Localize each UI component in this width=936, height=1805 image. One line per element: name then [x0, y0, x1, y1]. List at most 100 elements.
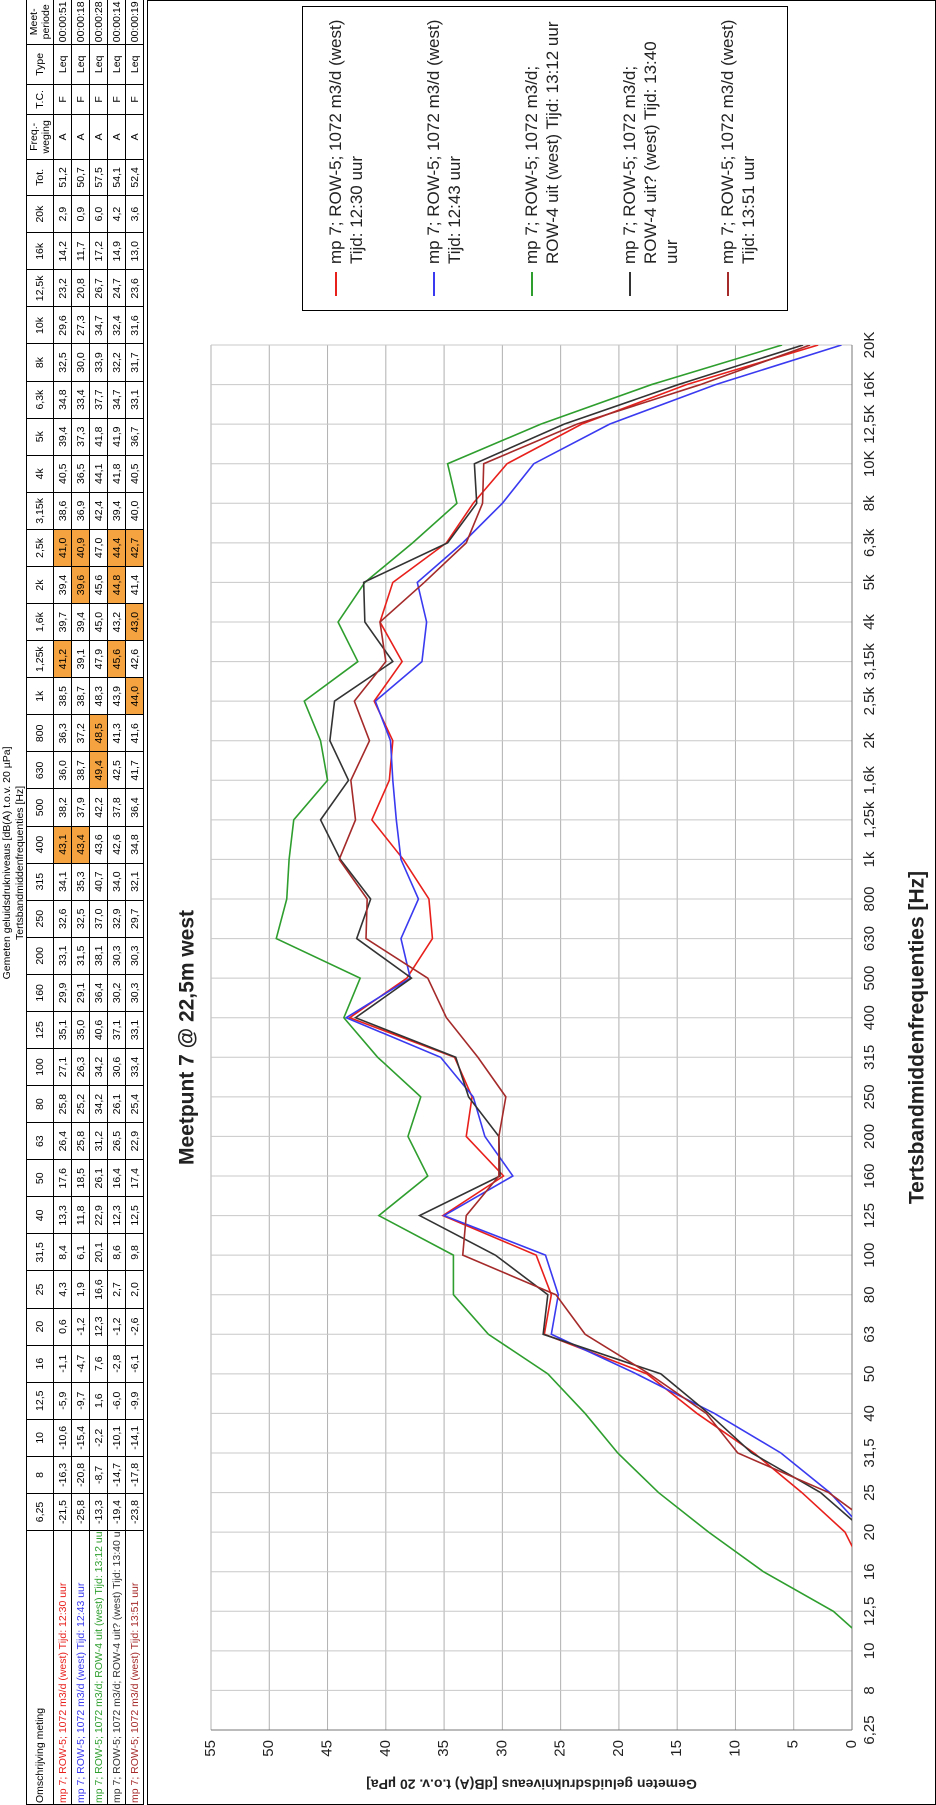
info-cell: 00:00:28 [89, 0, 108, 45]
level-cell: -16,3 [53, 1456, 72, 1494]
header-cell: Omschrijving meting [26, 1530, 54, 1805]
level-cell: 44,4 [107, 529, 126, 567]
level-cell: 37,8 [107, 788, 126, 827]
level-cell: 27,3 [71, 306, 90, 344]
level-cell: 41,8 [107, 455, 126, 493]
y-tick-label: 20 [610, 1740, 627, 1757]
x-tick-label: 250 [861, 1084, 878, 1109]
level-cell: 6,1 [71, 1233, 90, 1271]
info-cell: F [53, 84, 72, 115]
info-cell: 00:00:18 [71, 0, 90, 45]
info-cell: Leq [71, 44, 90, 85]
level-cell: 30,3 [125, 974, 144, 1012]
level-cell: 0,9 [71, 195, 90, 233]
legend-entry: mp 7; ROW-5; 1072 m3/d; ROW-4 uit? (west… [619, 16, 682, 296]
level-cell: -14,1 [125, 1419, 144, 1457]
level-cell: 31,2 [89, 1122, 108, 1160]
level-cell: 45,6 [107, 640, 126, 678]
level-cell: 43,9 [107, 677, 126, 715]
level-cell: 29,1 [71, 974, 90, 1012]
level-cell: 39,4 [71, 603, 90, 641]
level-cell: 30,2 [107, 974, 126, 1012]
x-tick-label: 125 [861, 1203, 878, 1228]
level-cell: -1,2 [71, 1308, 90, 1346]
legend-entry: mp 7; ROW-5; 1072 m3/d (west) Tijd: 13:5… [717, 16, 759, 296]
x-tick-label: 16 [861, 1563, 878, 1580]
level-cell: 39,7 [53, 603, 72, 641]
level-cell: 33,1 [125, 381, 144, 419]
x-tick-label: 4k [861, 614, 878, 630]
x-tick-label: 400 [861, 1005, 878, 1030]
level-cell: 30,3 [107, 937, 126, 975]
level-cell: -15,4 [71, 1419, 90, 1457]
level-cell: 38,7 [71, 677, 90, 715]
data-row: mp 7; ROW-5; 1072 m3/d (west) Tijd: 12:4… [71, 0, 90, 1805]
header-cell: 250 [26, 900, 54, 938]
level-cell: 2,0 [125, 1270, 144, 1309]
header-cell: 50 [26, 1159, 54, 1197]
level-cell: 2,7 [107, 1270, 126, 1309]
level-cell: 8,6 [107, 1233, 126, 1271]
header-cell: Freq.-weging [26, 114, 54, 160]
x-tick-label: 1,6k [861, 766, 878, 795]
header-cell: 25 [26, 1270, 54, 1309]
level-cell: -23,8 [125, 1493, 144, 1531]
level-cell: 45,0 [89, 603, 108, 641]
y-axis-title: Gemeten geluidsdrukniveaus [dB(A) t.o.v.… [366, 1776, 697, 1792]
y-tick-label: 40 [377, 1740, 394, 1757]
x-tick-label: 160 [861, 1163, 878, 1188]
level-cell: 32,1 [125, 863, 144, 901]
x-tick-label: 8 [861, 1686, 878, 1694]
level-cell: 42,5 [107, 751, 126, 789]
blank-cell [0, 0, 13, 195]
level-cell: 36,0 [53, 751, 72, 789]
header-cell: 6,3k [26, 381, 54, 419]
level-cell: 24,7 [107, 269, 126, 307]
x-tick-label: 2,5k [861, 686, 878, 715]
level-cell: 45,6 [89, 566, 108, 604]
level-cell: -6,1 [125, 1345, 144, 1383]
level-cell: 47,9 [89, 640, 108, 678]
level-cell: 1,9 [71, 1270, 90, 1309]
level-cell: 36,7 [125, 418, 144, 456]
y-tick-label: 35 [435, 1740, 452, 1757]
x-tick-label: 25 [861, 1484, 878, 1501]
level-cell: 32,2 [107, 344, 126, 382]
header-cell: 125 [26, 1011, 54, 1049]
legend-label: mp 7; ROW-5; 1072 m3/d (west) Tijd: 12:3… [326, 19, 366, 264]
level-cell: -21,5 [53, 1493, 72, 1531]
x-tick-label: 31,5 [861, 1438, 878, 1467]
level-cell: 43,2 [107, 603, 126, 641]
level-cell: 36,5 [71, 455, 90, 493]
y-tick-label: 5 [785, 1740, 802, 1748]
x-tick-label: 3,15k [861, 643, 878, 680]
level-cell: 44,1 [89, 455, 108, 493]
header-cell: 6,25 [26, 1493, 54, 1531]
info-cell: Leq [125, 44, 144, 85]
header-cell: 31,5 [26, 1233, 54, 1271]
x-tick-label: 63 [861, 1326, 878, 1343]
level-cell: 40,6 [89, 1011, 108, 1049]
level-cell: 9,8 [125, 1233, 144, 1271]
info-cell: A [53, 114, 72, 160]
level-cell: 34,0 [107, 863, 126, 901]
level-cell: 37,1 [107, 1011, 126, 1049]
header-cell: 200 [26, 937, 54, 975]
level-cell: 0,6 [53, 1308, 72, 1346]
level-cell: 40,5 [53, 455, 72, 493]
level-cell: -9,7 [71, 1382, 90, 1420]
level-cell: -2,2 [89, 1419, 108, 1457]
level-cell: 2,9 [53, 195, 72, 233]
x-tick-label: 315 [861, 1045, 878, 1070]
level-cell: 36,4 [89, 974, 108, 1012]
x-tick-label: 20K [861, 332, 878, 359]
level-cell: 42,6 [107, 826, 126, 864]
x-tick-label: 800 [861, 886, 878, 911]
info-cell: Leq [107, 44, 126, 85]
level-cell: 44,0 [125, 677, 144, 715]
info-cell: F [107, 84, 126, 115]
info-cell: 00:00:14 [107, 0, 126, 45]
data-row: mp 7; ROW-5; 1072 m3/d (west) Tijd: 13:5… [125, 0, 144, 1805]
info-cell: Leq [53, 44, 72, 85]
